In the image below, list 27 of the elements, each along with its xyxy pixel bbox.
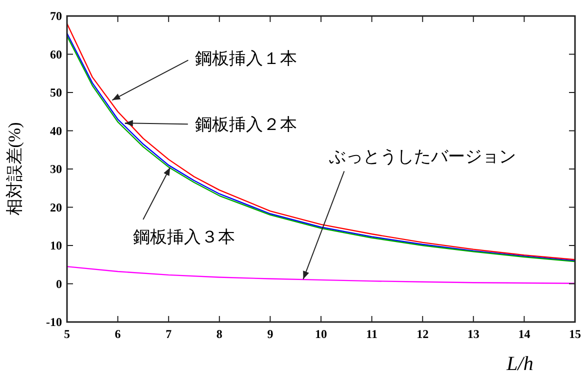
- x-tick-label: 13: [467, 327, 480, 341]
- x-axis-title: L/h: [506, 353, 534, 375]
- x-tick-label: 9: [267, 327, 274, 341]
- x-tick-label: 15: [569, 327, 581, 341]
- x-tick-label: 8: [216, 327, 222, 341]
- x-tick-label: 11: [366, 327, 378, 341]
- y-tick-label: 50: [50, 86, 62, 100]
- x-tick-label: 12: [416, 327, 429, 341]
- annotation: ぶっとうしたバージョン: [329, 147, 516, 166]
- x-tick-label: 14: [518, 327, 530, 341]
- line-series: [67, 266, 575, 284]
- annotation: 鋼板挿入３本: [133, 227, 236, 246]
- annotation: 鋼板挿入１本: [195, 49, 298, 68]
- y-tick-label: -10: [46, 315, 62, 329]
- y-tick-label: 0: [56, 276, 62, 291]
- annotation: 鋼板挿入２本: [194, 115, 297, 134]
- y-tick-label: 30: [50, 162, 62, 176]
- x-tick-label: 7: [166, 327, 172, 341]
- y-axis-title: 相対誤差(%): [5, 122, 24, 216]
- y-tick-label: 20: [50, 200, 62, 214]
- y-tick-label: 60: [50, 47, 62, 62]
- x-tick-label: 6: [114, 327, 121, 341]
- x-tick-label: 5: [64, 327, 70, 341]
- y-tick-label: 70: [50, 9, 62, 23]
- y-tick-label: 40: [50, 124, 62, 138]
- x-tick-label: 10: [315, 327, 327, 341]
- y-tick-label: 10: [50, 238, 62, 252]
